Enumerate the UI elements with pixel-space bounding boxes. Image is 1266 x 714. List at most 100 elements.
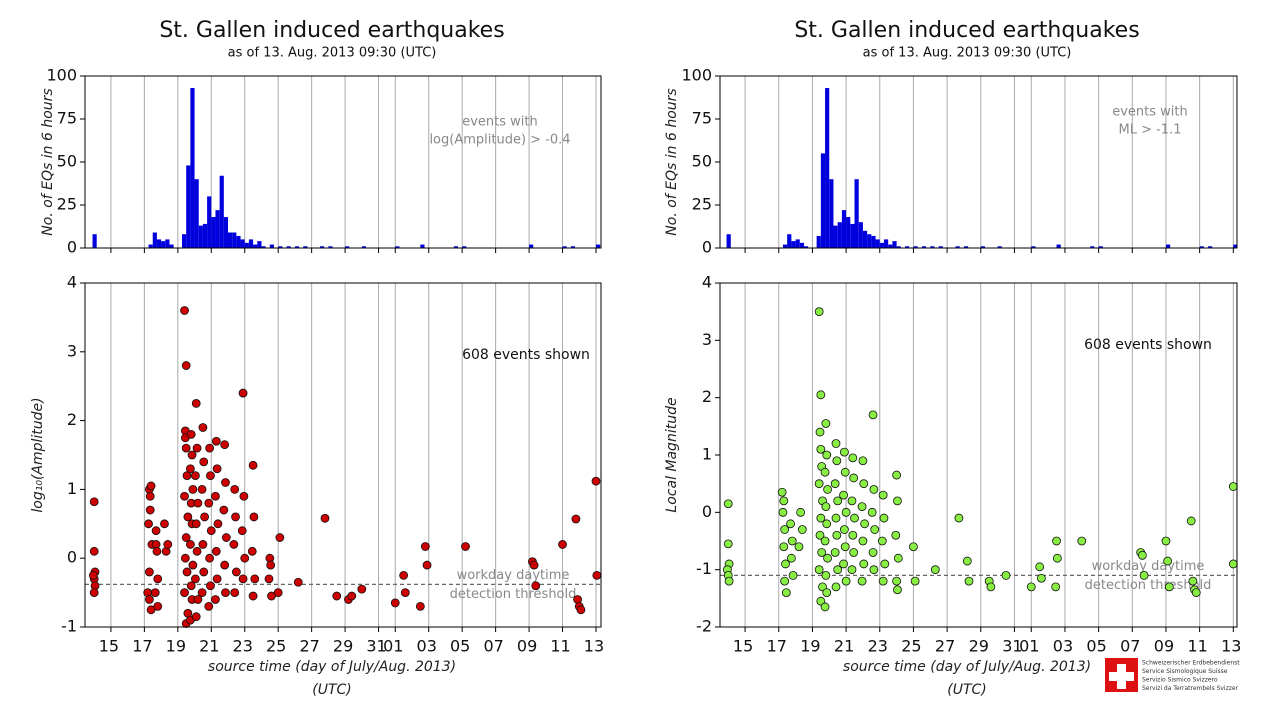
event-point (186, 429, 196, 439)
bar (782, 244, 788, 248)
event-point (859, 479, 869, 489)
event-point (248, 460, 258, 470)
event-point (781, 559, 790, 569)
x-tick-label: 23 (233, 637, 253, 656)
bar (294, 246, 300, 248)
event-point (787, 536, 797, 546)
bar (345, 246, 350, 248)
y-tick-label: 4 (702, 273, 712, 292)
event-point (724, 576, 734, 586)
bar (595, 244, 601, 248)
event-point (1188, 576, 1198, 586)
x-tick-label: 25 (901, 637, 921, 656)
bar (169, 244, 174, 248)
bar (420, 244, 425, 248)
bar (207, 196, 212, 248)
x-tick-label: 17 (767, 637, 787, 656)
event-point (880, 559, 890, 569)
event-point (833, 496, 843, 506)
chart-title: St. Gallen induced earthquakes (794, 18, 1139, 43)
event-point (857, 502, 867, 512)
event-point (415, 601, 425, 611)
event-point (778, 507, 788, 517)
event-point (188, 560, 198, 570)
bar (182, 234, 187, 248)
y-tick-label: -1 (696, 559, 712, 578)
y-tick-label: 3 (702, 330, 712, 349)
event-point (192, 546, 202, 556)
bar (161, 241, 166, 248)
y-tick-label: 0 (702, 502, 712, 521)
event-point (219, 505, 229, 515)
event-point (817, 548, 827, 557)
bar (921, 246, 927, 248)
event-point (221, 588, 230, 597)
y-tick-label: 50 (692, 152, 712, 171)
bar (320, 246, 325, 248)
x-tick-label: 31 (1002, 637, 1022, 656)
event-point (877, 536, 887, 546)
event-point (964, 576, 974, 586)
event-point (820, 602, 830, 612)
bar (795, 239, 800, 248)
bar (888, 244, 893, 248)
event-point (212, 574, 222, 584)
x-tick-label: 03 (417, 637, 437, 656)
event-point (868, 410, 878, 420)
event-point (814, 565, 824, 575)
bar (1090, 246, 1095, 248)
event-point (193, 595, 203, 604)
bar (930, 246, 935, 248)
bar (791, 241, 796, 248)
event-point (814, 307, 824, 317)
event-point (962, 556, 972, 566)
threshold-label: detection threshold (450, 587, 577, 602)
x-tick-label: 05 (450, 637, 470, 656)
event-point (390, 598, 400, 608)
event-point (858, 456, 868, 466)
y-tick-label: 25 (692, 195, 712, 214)
y-tick-label: 100 (46, 66, 77, 85)
bar (248, 239, 254, 248)
bar (1199, 246, 1204, 248)
event-point (841, 507, 851, 517)
event-point (186, 581, 196, 591)
event-point (191, 398, 201, 408)
plot-frame (84, 282, 602, 628)
x-tick-label: 19 (800, 637, 820, 656)
event-point (777, 487, 787, 497)
bar (879, 242, 884, 248)
event-point (89, 588, 99, 597)
event-point (182, 567, 192, 577)
event-point (220, 560, 230, 570)
event-point (869, 484, 879, 494)
event-point (930, 565, 940, 575)
event-point (822, 588, 832, 597)
event-point (576, 605, 586, 615)
event-point (212, 464, 222, 474)
event-point (193, 498, 203, 508)
y-axis-label: No. of EQs in 6 hours (664, 88, 680, 235)
event-point (264, 574, 274, 584)
event-point (206, 526, 216, 536)
event-point (1228, 559, 1238, 569)
bar (453, 246, 458, 248)
plot-frame (719, 282, 1238, 628)
event-point (910, 576, 920, 586)
event-point (723, 539, 733, 549)
bar (202, 223, 208, 248)
bar (829, 179, 834, 248)
event-point (188, 484, 198, 494)
event-point (144, 567, 154, 577)
event-point (891, 530, 901, 540)
bar (269, 244, 275, 248)
event-point (823, 553, 832, 563)
event-point (185, 464, 195, 474)
event-point (794, 542, 804, 552)
bar (223, 217, 229, 248)
threshold-label: workday daytime (1092, 559, 1205, 574)
event-point (248, 591, 258, 601)
event-point (869, 565, 879, 575)
event-point (848, 530, 858, 540)
